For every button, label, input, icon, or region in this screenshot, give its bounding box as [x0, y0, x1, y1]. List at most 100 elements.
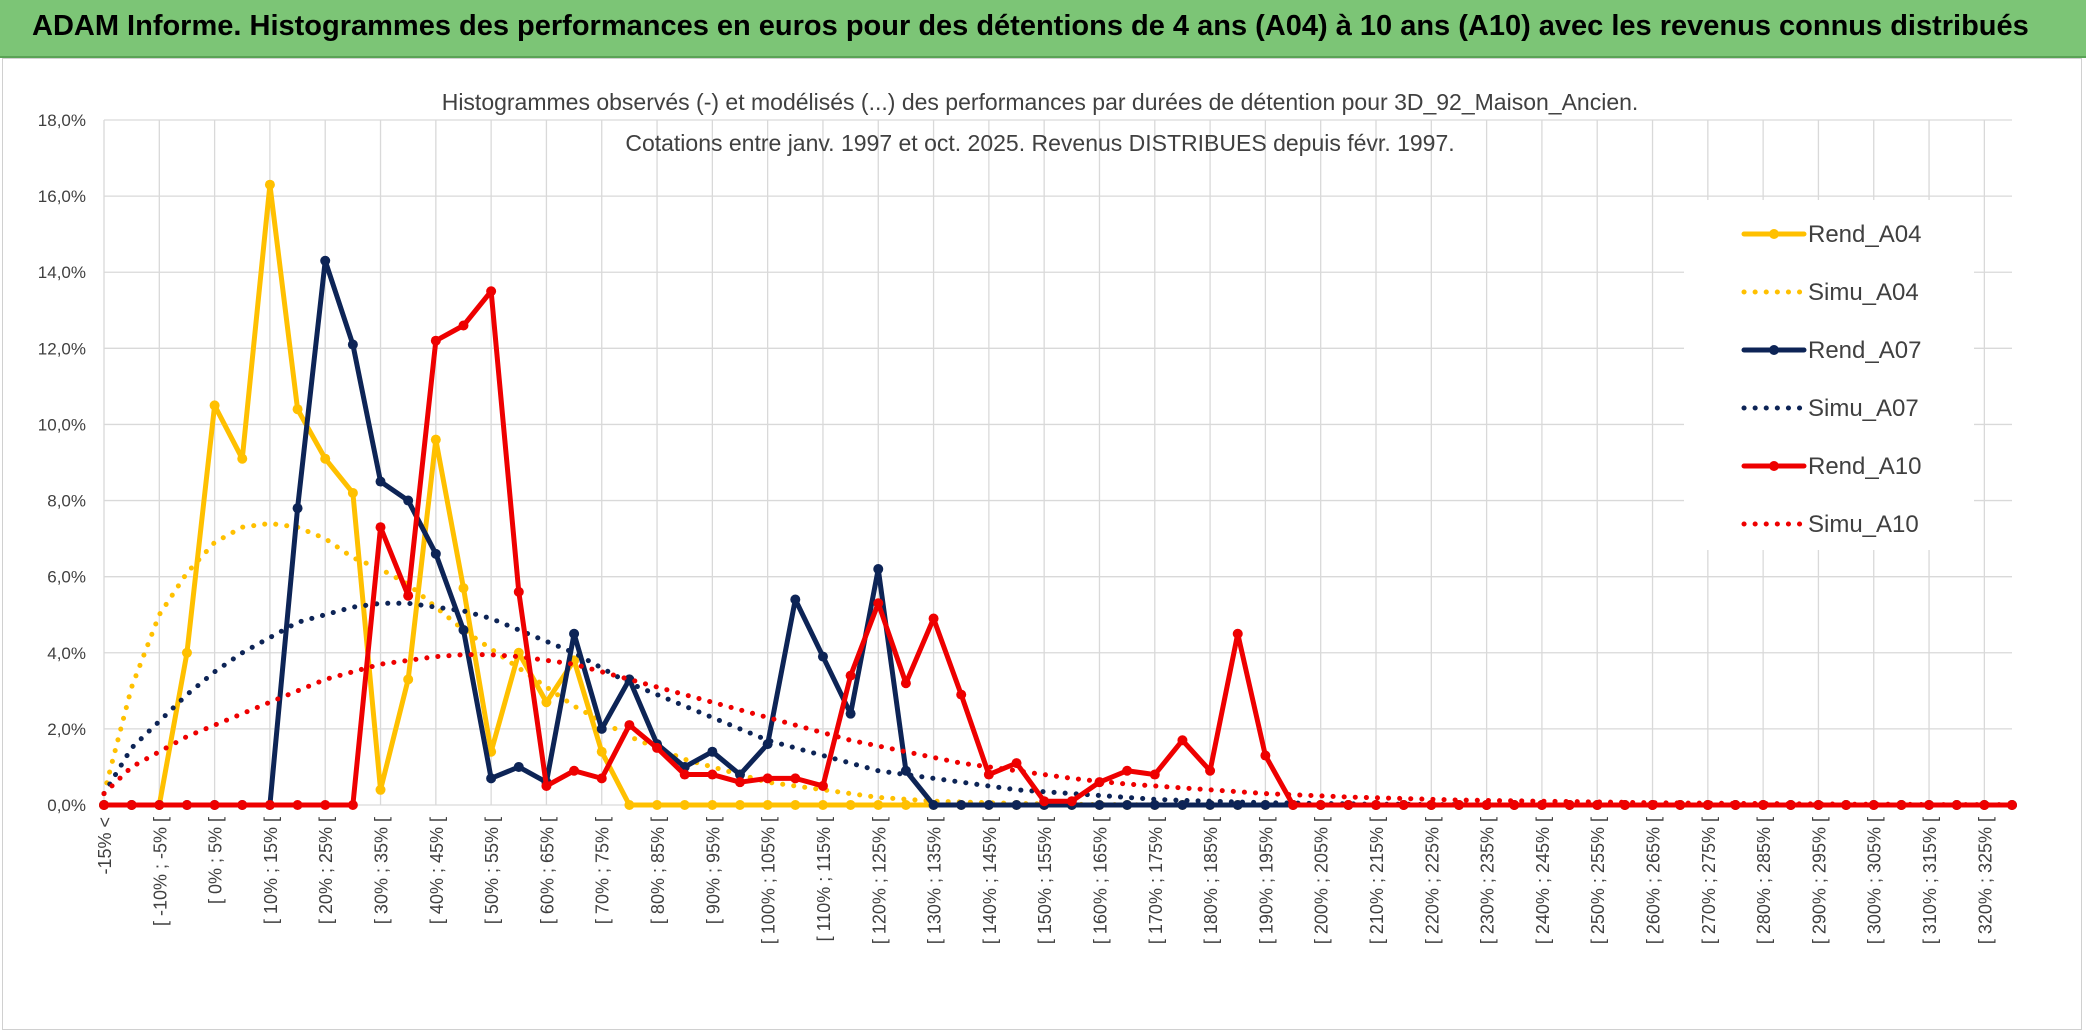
data-point-rend-a04	[845, 800, 856, 810]
data-point-rend-a04	[209, 400, 220, 411]
data-point-rend-a10	[652, 742, 663, 753]
series-line-rend-a10	[101, 288, 2015, 808]
x-tick-label: [ 60% ; 65% [	[537, 817, 557, 924]
x-tick-label: [ 290% ; 295% [	[1809, 817, 1829, 944]
data-point-rend-a10	[181, 800, 192, 810]
x-tick-label: [ 270% ; 275% [	[1699, 817, 1719, 944]
data-point-rend-a10	[126, 800, 137, 810]
data-point-rend-a10	[1371, 800, 1381, 810]
x-tick-label: [ 190% ; 195% [	[1256, 817, 1276, 944]
data-point-rend-a10	[1260, 750, 1271, 761]
series-line-simu-a10	[101, 652, 2015, 808]
x-tick-label: [ 70% ; 75% [	[593, 817, 613, 924]
data-point-rend-a10	[347, 800, 358, 810]
page-title: ADAM Informe. Histogrammes des performan…	[32, 10, 2029, 42]
data-point-rend-a04	[652, 800, 663, 810]
data-point-rend-a10	[1039, 796, 1050, 807]
data-point-rend-a07	[596, 723, 607, 734]
data-point-rend-a10	[1205, 765, 1216, 776]
data-point-rend-a10	[375, 522, 386, 533]
data-point-rend-a10	[1343, 800, 1354, 810]
data-point-rend-a04	[762, 800, 773, 810]
data-point-rend-a10	[264, 800, 275, 810]
data-point-rend-a07	[486, 773, 497, 784]
data-point-rend-a04	[458, 583, 469, 594]
series-line-simu-a07	[101, 600, 2015, 808]
y-tick-label: 18,0%	[38, 111, 86, 130]
data-point-rend-a10	[1315, 800, 1326, 810]
data-point-rend-a07	[320, 255, 331, 266]
y-axis: 0,0% 2,0% 4,0% 6,0% 8,0% 10,0% 12,0% 14,0% 16,0%…	[38, 111, 86, 815]
x-tick-label: [ -10% ; -5% [	[150, 817, 170, 926]
data-point-rend-a07	[458, 624, 469, 635]
legend-label-rend-a07: Rend_A07	[1808, 337, 1921, 364]
data-point-rend-a04	[237, 453, 248, 464]
data-point-rend-a10	[1177, 735, 1188, 746]
y-tick-label: 2,0%	[47, 720, 86, 739]
data-point-rend-a07	[790, 594, 801, 605]
x-tick-label: [ 20% ; 25% [	[316, 817, 336, 924]
data-point-rend-a07	[956, 800, 967, 810]
data-point-rend-a10	[541, 780, 552, 791]
data-point-rend-a07	[845, 708, 856, 719]
data-point-rend-a07	[1149, 800, 1160, 810]
data-point-rend-a04	[181, 647, 192, 658]
data-point-rend-a04	[403, 674, 414, 685]
x-tick-label: [ 200% ; 205% [	[1312, 817, 1332, 944]
data-point-rend-a04	[375, 784, 386, 795]
data-point-rend-a04	[735, 800, 745, 810]
series-line-simu-a04	[101, 520, 2015, 808]
x-tick-label: [ 50% ; 55% [	[482, 817, 502, 924]
x-tick-label: [ 220% ; 225% [	[1422, 817, 1442, 944]
legend-marker-rend-a07	[1769, 345, 1779, 355]
data-point-rend-a10	[1453, 800, 1464, 810]
data-point-rend-a07	[403, 495, 414, 506]
data-point-rend-a10	[99, 800, 109, 810]
data-point-rend-a07	[735, 769, 745, 780]
x-tick-label: [ 310% ; 315% [	[1920, 817, 1940, 944]
data-point-rend-a04	[320, 453, 331, 464]
x-tick-label: [ 90% ; 95% [	[703, 817, 723, 924]
data-point-rend-a10	[679, 769, 690, 780]
x-tick-label: -15% <	[95, 817, 115, 875]
chart-title: Histogrammes observés (-) et modélisés (…	[442, 89, 1639, 115]
y-tick-label: 6,0%	[47, 568, 86, 587]
data-point-rend-a07	[569, 628, 580, 639]
data-point-rend-a10	[403, 590, 414, 601]
data-point-rend-a04	[541, 697, 552, 708]
y-tick-label: 14,0%	[38, 263, 86, 282]
data-point-rend-a10	[817, 780, 828, 791]
data-point-rend-a10	[320, 800, 331, 810]
x-tick-label: [ 120% ; 125% [	[869, 817, 889, 944]
legend-box	[1684, 200, 1974, 550]
data-point-rend-a10	[486, 286, 497, 297]
data-point-rend-a04	[817, 800, 828, 810]
data-point-rend-a10	[956, 689, 967, 700]
data-point-rend-a10	[1122, 765, 1133, 776]
data-point-rend-a10	[458, 320, 469, 331]
legend-label-simu-a04: Simu_A04	[1808, 279, 1919, 306]
legend-marker-rend-a10	[1769, 461, 1779, 471]
x-tick-label: [ 240% ; 245% [	[1533, 817, 1553, 944]
x-tick-label: [ 110% ; 115% [	[814, 817, 834, 941]
y-tick-label: 4,0%	[47, 644, 86, 663]
data-point-rend-a07	[513, 761, 524, 772]
data-point-rend-a04	[900, 800, 911, 810]
data-point-rend-a10	[845, 670, 856, 681]
x-tick-label: [ 250% ; 255% [	[1588, 817, 1608, 944]
x-axis: -15% < [ -10% ; -5% [[ 0% ; 5% [[ 10% ; 1…	[95, 817, 1995, 944]
data-point-rend-a10	[154, 800, 165, 810]
data-point-rend-a07	[1011, 800, 1022, 810]
data-point-rend-a04	[596, 746, 607, 757]
y-tick-label: 0,0%	[47, 796, 86, 815]
data-point-rend-a10	[762, 773, 773, 784]
data-point-rend-a04	[624, 800, 635, 810]
data-point-rend-a10	[1011, 758, 1022, 769]
data-point-rend-a10	[735, 777, 745, 788]
x-tick-label: [ 130% ; 135% [	[925, 817, 945, 944]
data-point-rend-a10	[983, 769, 994, 780]
data-point-rend-a10	[596, 773, 607, 784]
y-tick-label: 10,0%	[38, 415, 86, 434]
data-point-rend-a10	[1149, 769, 1160, 780]
